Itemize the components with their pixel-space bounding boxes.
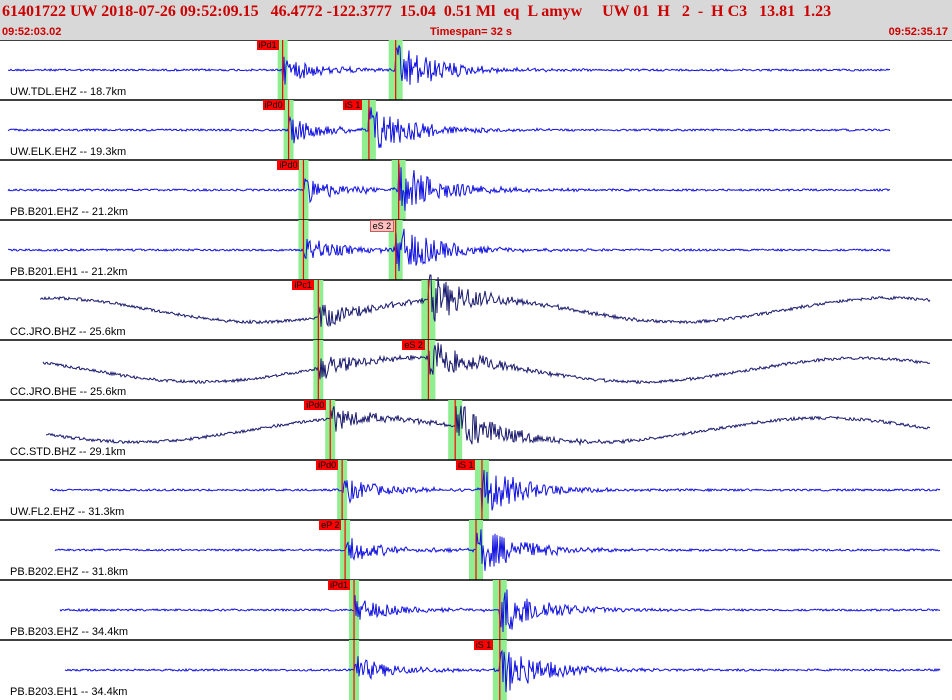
- trace-label: PB.B201.EHZ -- 21.2km: [10, 206, 128, 218]
- event-header: 61401722 UW 2018-07-26 09:52:09.15 46.47…: [0, 0, 952, 40]
- waveform: [54, 529, 941, 571]
- timespan-label: Timespan= 32 s: [430, 26, 513, 38]
- s-pick-tag[interactable]: iS 1: [455, 460, 476, 470]
- waveform: [7, 163, 891, 211]
- trace-row: [0, 40, 952, 100]
- trace-row: [0, 519, 952, 580]
- p-pick-tag[interactable]: iPc1: [292, 280, 314, 290]
- trace-label: PB.B201.EH1 -- 21.2km: [10, 266, 128, 278]
- trace-label: PB.B202.EHZ -- 31.8km: [10, 566, 128, 578]
- trace-label: UW.FL2.EHZ -- 31.3km: [10, 506, 125, 518]
- trace-row: [0, 219, 952, 280]
- p-pick-tag[interactable]: iPd0: [316, 460, 339, 470]
- trace-row: [0, 339, 952, 400]
- waveform: [7, 105, 891, 149]
- end-time-label: 09:52:35.17: [888, 26, 948, 38]
- trace-row: [0, 274, 952, 340]
- p-pick-tag[interactable]: iPd0: [262, 100, 285, 110]
- waveform: [39, 274, 931, 328]
- s-pick-tag[interactable]: eS 2: [369, 220, 395, 232]
- p-pick-tag[interactable]: iPd1: [256, 40, 279, 50]
- waveform: [7, 228, 891, 272]
- p-pick-tag[interactable]: iPd0: [277, 160, 300, 170]
- trace-row: [0, 159, 952, 220]
- waveform: [42, 342, 931, 385]
- p-pick-tag[interactable]: eP 2: [319, 520, 342, 530]
- event-summary-title: 61401722 UW 2018-07-26 09:52:09.15 46.47…: [2, 3, 832, 20]
- waveform: [49, 469, 941, 513]
- trace-row: [0, 99, 952, 160]
- trace-row: [0, 399, 952, 460]
- trace-label: PB.B203.EHZ -- 34.4km: [10, 626, 128, 638]
- trace-label: PB.B203.EH1 -- 34.4km: [10, 686, 128, 698]
- seismogram-panel[interactable]: [0, 40, 952, 700]
- s-pick-tag[interactable]: eS 2: [402, 340, 425, 350]
- trace-label: UW.TDL.EHZ -- 18.7km: [10, 86, 127, 98]
- p-pick-tag[interactable]: iPd1: [328, 580, 351, 590]
- waveform: [8, 45, 891, 85]
- trace-row: [0, 459, 952, 520]
- trace-row: [0, 579, 952, 640]
- trace-label: CC.JRO.BHZ -- 25.6km: [10, 326, 126, 338]
- s-pick-tag[interactable]: iS 1: [473, 640, 494, 650]
- trace-label: CC.STD.BHZ -- 29.1km: [10, 446, 126, 458]
- waveform: [64, 649, 941, 693]
- trace-label: CC.JRO.BHE -- 25.6km: [10, 386, 127, 398]
- trace-label: UW.ELK.EHZ -- 19.3km: [10, 146, 127, 158]
- p-pick-tag[interactable]: iPd0: [304, 400, 327, 410]
- start-time-label: 09:52:03.02: [2, 26, 62, 38]
- waveform: [45, 405, 931, 447]
- s-pick-tag[interactable]: iS 1: [342, 100, 363, 110]
